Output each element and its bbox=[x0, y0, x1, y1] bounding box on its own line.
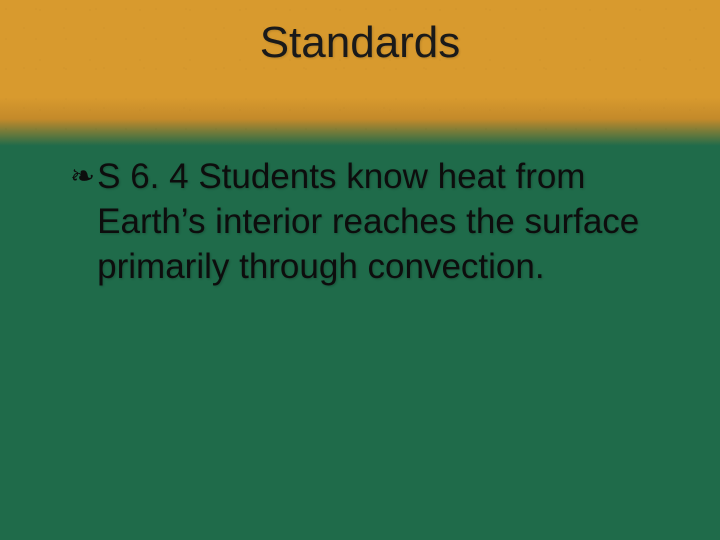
slide: Standards ❧ S 6. 4 Students know heat fr… bbox=[0, 0, 720, 540]
slide-body: ❧ S 6. 4 Students know heat from Earth’s… bbox=[70, 155, 670, 289]
bullet-text: S 6. 4 Students know heat from Earth’s i… bbox=[97, 155, 670, 289]
bullet-item: ❧ S 6. 4 Students know heat from Earth’s… bbox=[70, 155, 670, 289]
bullet-glyph-icon: ❧ bbox=[70, 159, 95, 194]
slide-title: Standards bbox=[0, 18, 720, 68]
